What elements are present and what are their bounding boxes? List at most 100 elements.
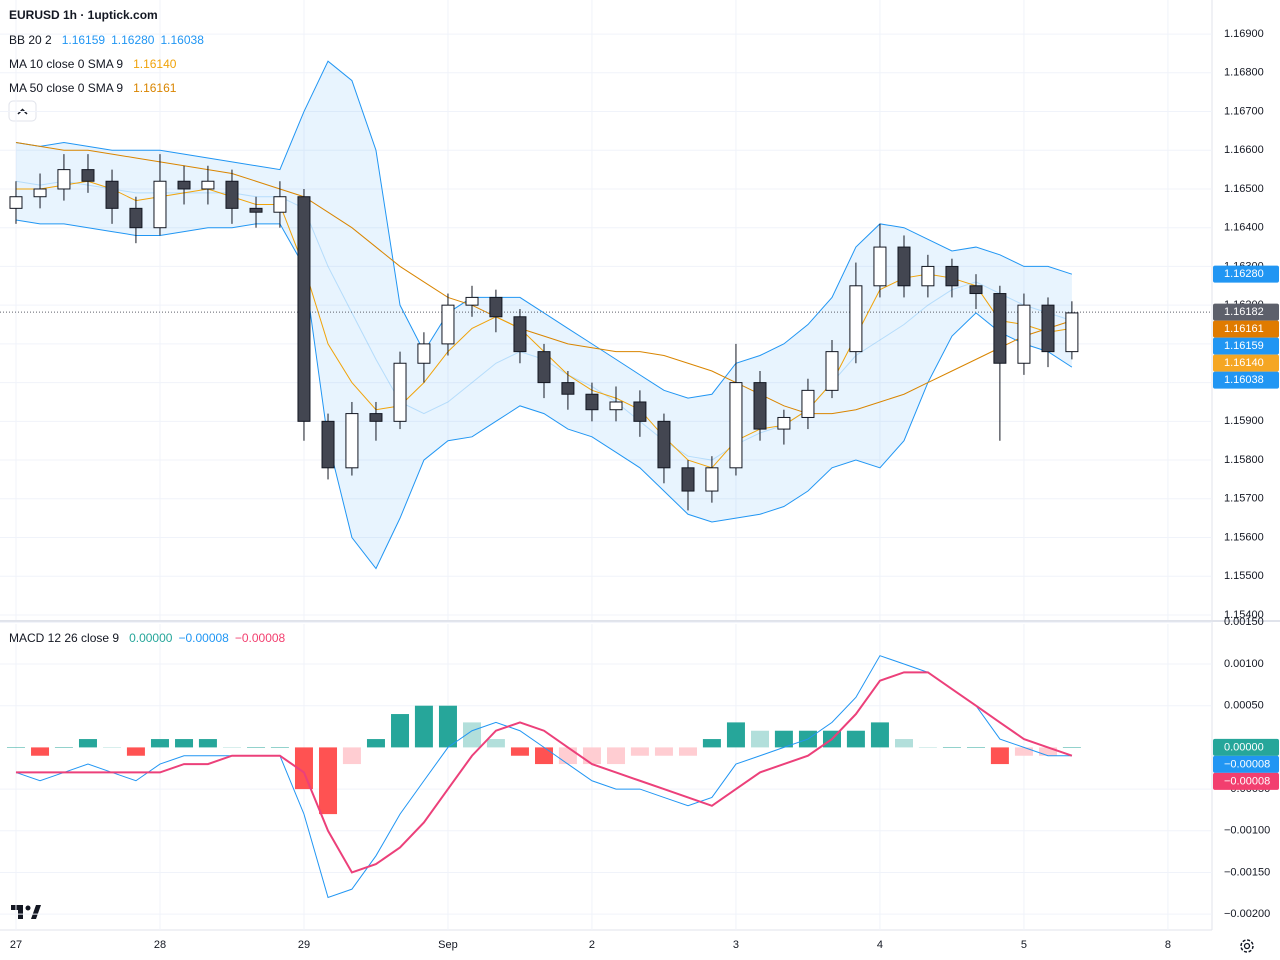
macd-histogram-bar bbox=[966, 747, 985, 748]
legend-value: 1.16159 bbox=[61, 33, 106, 47]
price-badge-box bbox=[1213, 371, 1279, 389]
candle-body bbox=[153, 180, 167, 229]
x-tick-label: 5 bbox=[1021, 939, 1027, 951]
candle-body bbox=[297, 196, 311, 422]
candle-body bbox=[825, 351, 839, 391]
logo-part bbox=[25, 905, 31, 911]
x-tick-label: 3 bbox=[733, 939, 739, 951]
candle-body bbox=[561, 382, 575, 395]
macd-histogram-bar bbox=[198, 739, 217, 748]
macd-histogram-bar bbox=[414, 705, 433, 748]
x-tick-label: 28 bbox=[154, 939, 166, 951]
chart-title: EURUSD 1h · 1uptick.com bbox=[9, 8, 158, 22]
macd-histogram-bar bbox=[391, 714, 410, 748]
x-tick-label: 27 bbox=[10, 939, 22, 951]
macd-histogram-bar bbox=[630, 747, 649, 756]
macd-histogram-bar bbox=[990, 747, 1009, 765]
macd-histogram-bar bbox=[294, 747, 313, 790]
candle-body bbox=[945, 265, 959, 287]
legend-value: −0.00008 bbox=[178, 631, 229, 645]
macd-histogram-bar bbox=[1014, 747, 1033, 756]
macd-histogram-bar bbox=[150, 739, 169, 748]
candle-body bbox=[729, 382, 743, 469]
legend-value: 1.16161 bbox=[133, 81, 177, 95]
macd-histogram-bar bbox=[607, 747, 626, 765]
settings-icon[interactable] bbox=[1240, 939, 1254, 953]
candle-body bbox=[849, 285, 863, 353]
ma50-line bbox=[15, 142, 1073, 415]
price-badge: 1.16161 bbox=[1213, 320, 1279, 338]
gear-inner[interactable] bbox=[1243, 942, 1251, 950]
macd-badge: −0.00008 bbox=[1213, 755, 1279, 773]
candle-body bbox=[969, 285, 983, 295]
bb-lower bbox=[15, 219, 1073, 570]
macd-histogram-bar bbox=[1062, 747, 1081, 748]
candle-body bbox=[129, 207, 143, 229]
macd-histogram-bar bbox=[846, 730, 865, 748]
collapse-icon[interactable] bbox=[17, 108, 28, 115]
macd-badge: −0.00008 bbox=[1213, 772, 1279, 790]
candle-body bbox=[249, 207, 263, 213]
candle-body bbox=[465, 296, 479, 306]
macd-histogram-bar bbox=[654, 747, 673, 756]
candle-body bbox=[801, 389, 815, 418]
macd-histogram-bar bbox=[6, 747, 25, 748]
price-badge-box bbox=[1213, 354, 1279, 372]
candle-body bbox=[1041, 304, 1055, 353]
candle-body bbox=[513, 316, 527, 353]
candle-body bbox=[9, 196, 23, 209]
price-badge-label: 1.16140 bbox=[1224, 357, 1264, 369]
legend-value: −0.00008 bbox=[234, 631, 286, 645]
y-tick-label: −0.00100 bbox=[1224, 825, 1270, 837]
candle-body bbox=[393, 362, 407, 422]
candle-body bbox=[777, 416, 791, 430]
macd-histogram-bar bbox=[126, 747, 145, 756]
gear-outer[interactable] bbox=[1240, 939, 1254, 953]
candle-body bbox=[201, 180, 215, 190]
y-tick-label: 1.16500 bbox=[1224, 183, 1264, 195]
candle-body bbox=[1065, 312, 1079, 353]
y-tick-label: 0.00150 bbox=[1224, 616, 1264, 628]
y-tick-label: 1.15600 bbox=[1224, 531, 1264, 543]
legend-value: 1.16038 bbox=[160, 33, 204, 47]
macd-line bbox=[15, 655, 1072, 899]
y-tick-label: 1.16600 bbox=[1224, 144, 1264, 156]
price-badge-box bbox=[1213, 337, 1279, 355]
logo-part bbox=[11, 905, 23, 919]
x-tick-label: 29 bbox=[298, 939, 310, 951]
y-tick-label: 1.16400 bbox=[1224, 222, 1264, 234]
x-tick-label: Sep bbox=[438, 939, 458, 951]
price-badge-label: 1.16280 bbox=[1224, 268, 1264, 280]
macd-histogram-bar bbox=[726, 722, 745, 748]
y-tick-label: 1.15800 bbox=[1224, 454, 1264, 466]
x-tick-label: 8 bbox=[1165, 939, 1171, 951]
candle-body bbox=[105, 180, 119, 209]
candle-body bbox=[321, 420, 335, 469]
y-tick-label: −0.00150 bbox=[1224, 866, 1270, 878]
price-badge: 1.16140 bbox=[1213, 354, 1279, 372]
macd-badge-box bbox=[1213, 738, 1279, 756]
candle-body bbox=[753, 382, 767, 430]
legend-row: MA 50 close 0 SMA 9 1.16161 bbox=[9, 81, 176, 95]
candle-body bbox=[897, 246, 911, 287]
price-badge-box bbox=[1213, 320, 1279, 338]
macd-histogram-bar bbox=[54, 747, 73, 748]
y-tick-label: 1.16800 bbox=[1224, 67, 1264, 79]
macd-histogram-bar bbox=[270, 747, 289, 748]
candle-body bbox=[633, 401, 647, 422]
legend-row: MACD 12 26 close 9 0.00000 −0.00008 −0.0000… bbox=[9, 631, 285, 645]
macd-histogram-bar bbox=[582, 747, 601, 765]
bb-upper bbox=[15, 60, 1073, 399]
collapse-box[interactable] bbox=[8, 100, 37, 122]
macd-badge-label: −0.00008 bbox=[1224, 775, 1270, 787]
y-tick-label: 1.15900 bbox=[1224, 415, 1264, 427]
macd-histogram-bar bbox=[486, 739, 505, 748]
collapse-button[interactable] bbox=[8, 100, 37, 122]
candle-body bbox=[537, 351, 551, 384]
macd-histogram-bar bbox=[751, 730, 770, 748]
price-badge: 1.16159 bbox=[1213, 337, 1279, 355]
candle-body bbox=[489, 296, 503, 318]
x-tick-label: 2 bbox=[589, 939, 595, 951]
macd-histogram-bar bbox=[702, 739, 721, 748]
